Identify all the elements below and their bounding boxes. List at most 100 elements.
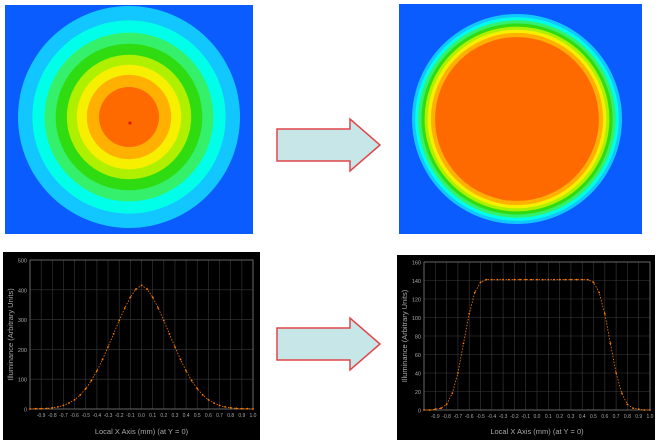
y-tick-label: 100 bbox=[412, 316, 421, 322]
x-tick-label: 0.4 bbox=[579, 414, 586, 420]
data-point bbox=[118, 319, 121, 322]
x-tick-label: 0.5 bbox=[194, 413, 201, 419]
x-tick-label: -0.5 bbox=[476, 414, 485, 420]
x-tick-label: -0.7 bbox=[59, 413, 68, 419]
x-tick-label: -0.4 bbox=[93, 413, 102, 419]
input-irradiance-map bbox=[5, 5, 253, 234]
x-tick-label: 0.2 bbox=[160, 413, 167, 419]
data-point bbox=[451, 392, 454, 395]
top-arrow-shape bbox=[276, 117, 382, 173]
data-point bbox=[168, 333, 171, 335]
y-axis-label: Illuminance (Arbitrary Units) bbox=[400, 289, 409, 382]
x-axis-label: Local X Axis (mm) (at Y = 0) bbox=[490, 427, 584, 436]
input-irradiance-map-graphic bbox=[5, 5, 253, 234]
data-point bbox=[541, 278, 544, 281]
data-point bbox=[62, 404, 65, 407]
x-tick-label: 0.8 bbox=[227, 413, 234, 419]
y-tick-label: 0 bbox=[24, 408, 27, 414]
data-point bbox=[151, 296, 154, 299]
data-point bbox=[530, 278, 533, 281]
data-point bbox=[157, 307, 160, 309]
data-point bbox=[29, 408, 31, 410]
data-point bbox=[637, 408, 640, 410]
data-point bbox=[445, 403, 448, 406]
output-irradiance-map bbox=[399, 4, 642, 234]
data-point bbox=[146, 288, 149, 291]
data-point bbox=[603, 312, 606, 315]
data-point bbox=[485, 278, 488, 281]
x-tick-label: -0.3 bbox=[104, 413, 113, 419]
data-point bbox=[558, 278, 561, 281]
x-tick-label: 0.9 bbox=[238, 413, 245, 419]
data-point bbox=[196, 387, 199, 390]
y-tick-label: 20 bbox=[415, 390, 421, 396]
data-point bbox=[112, 333, 115, 335]
x-tick-label: 0.7 bbox=[216, 413, 223, 419]
x-tick-label: -0.9 bbox=[431, 414, 440, 420]
data-point bbox=[570, 278, 572, 281]
x-tick-label: 1.0 bbox=[250, 413, 257, 419]
bottom-transform-arrow-icon bbox=[276, 316, 382, 372]
x-tick-label: 0.1 bbox=[149, 413, 156, 419]
x-tick-label: 0.3 bbox=[567, 414, 574, 420]
x-tick-label: -0.3 bbox=[499, 414, 508, 420]
x-tick-label: 0.6 bbox=[601, 414, 608, 420]
data-point bbox=[213, 402, 215, 404]
data-point bbox=[96, 370, 98, 372]
x-tick-label: -0.9 bbox=[37, 413, 46, 419]
output-irradiance-map-graphic bbox=[399, 4, 642, 234]
data-point bbox=[201, 394, 204, 396]
output-profile-plot: 0 20 40 60 80 100 120 140 160 -0.9 -0.8 -0.7 -0.6 -0.… bbox=[397, 255, 655, 440]
y-tick-label: 80 bbox=[415, 335, 421, 341]
data-point bbox=[140, 284, 143, 287]
x-tick-label: 0.4 bbox=[183, 413, 190, 419]
input-profile-plot: 0 100 200 300 400 500 -0.9 -0.8 -0.7 -0.6 -0.5 -0.4… bbox=[3, 252, 260, 440]
y-tick-label: 200 bbox=[18, 348, 27, 354]
data-point bbox=[68, 402, 70, 404]
data-point bbox=[575, 278, 578, 281]
data-point bbox=[564, 278, 567, 281]
data-point bbox=[90, 379, 93, 382]
data-point bbox=[507, 278, 510, 281]
x-tick-label: -0.2 bbox=[115, 413, 124, 419]
x-tick-label: 0.0 bbox=[534, 414, 541, 420]
data-point bbox=[129, 296, 132, 299]
x-tick-label: 0.2 bbox=[556, 414, 563, 420]
y-tick-label: 300 bbox=[18, 318, 27, 324]
data-point bbox=[51, 406, 54, 409]
x-tick-label: -0.8 bbox=[442, 414, 451, 420]
x-tick-label: -0.5 bbox=[81, 413, 90, 419]
x-tick-label: 0.0 bbox=[138, 413, 145, 419]
plot-frame bbox=[29, 259, 254, 410]
x-tick-label: 0.7 bbox=[613, 414, 620, 420]
x-axis-label: Local X Axis (mm) (at Y = 0) bbox=[95, 427, 189, 436]
data-point bbox=[502, 278, 504, 281]
data-point bbox=[207, 398, 210, 401]
x-tick-label: 0.3 bbox=[171, 413, 178, 419]
data-point bbox=[547, 278, 550, 281]
y-tick-label: 60 bbox=[415, 353, 421, 359]
peak-marker bbox=[128, 121, 132, 125]
x-tick-label: 1.0 bbox=[647, 414, 654, 420]
y-tick-label: 160 bbox=[412, 261, 421, 267]
x-tick-label: 0.9 bbox=[635, 414, 642, 420]
x-tick-label: -0.2 bbox=[510, 414, 519, 420]
data-point bbox=[609, 342, 612, 345]
data-point bbox=[496, 278, 499, 281]
data-point bbox=[135, 288, 137, 291]
data-point bbox=[513, 278, 516, 281]
data-point bbox=[45, 407, 48, 410]
x-tick-label: -0.1 bbox=[521, 414, 530, 420]
x-tick-label: -0.6 bbox=[465, 414, 474, 420]
data-point bbox=[428, 409, 431, 411]
data-point bbox=[101, 358, 104, 361]
x-tick-label: -0.7 bbox=[454, 414, 463, 420]
data-point bbox=[218, 404, 221, 407]
y-axis-label: Illuminance (Arbitrary Units) bbox=[6, 288, 15, 381]
data-point bbox=[73, 398, 76, 401]
data-point bbox=[252, 408, 254, 410]
data-point bbox=[615, 372, 617, 374]
data-point bbox=[434, 408, 437, 410]
data-point bbox=[185, 370, 188, 372]
data-point bbox=[240, 407, 243, 410]
